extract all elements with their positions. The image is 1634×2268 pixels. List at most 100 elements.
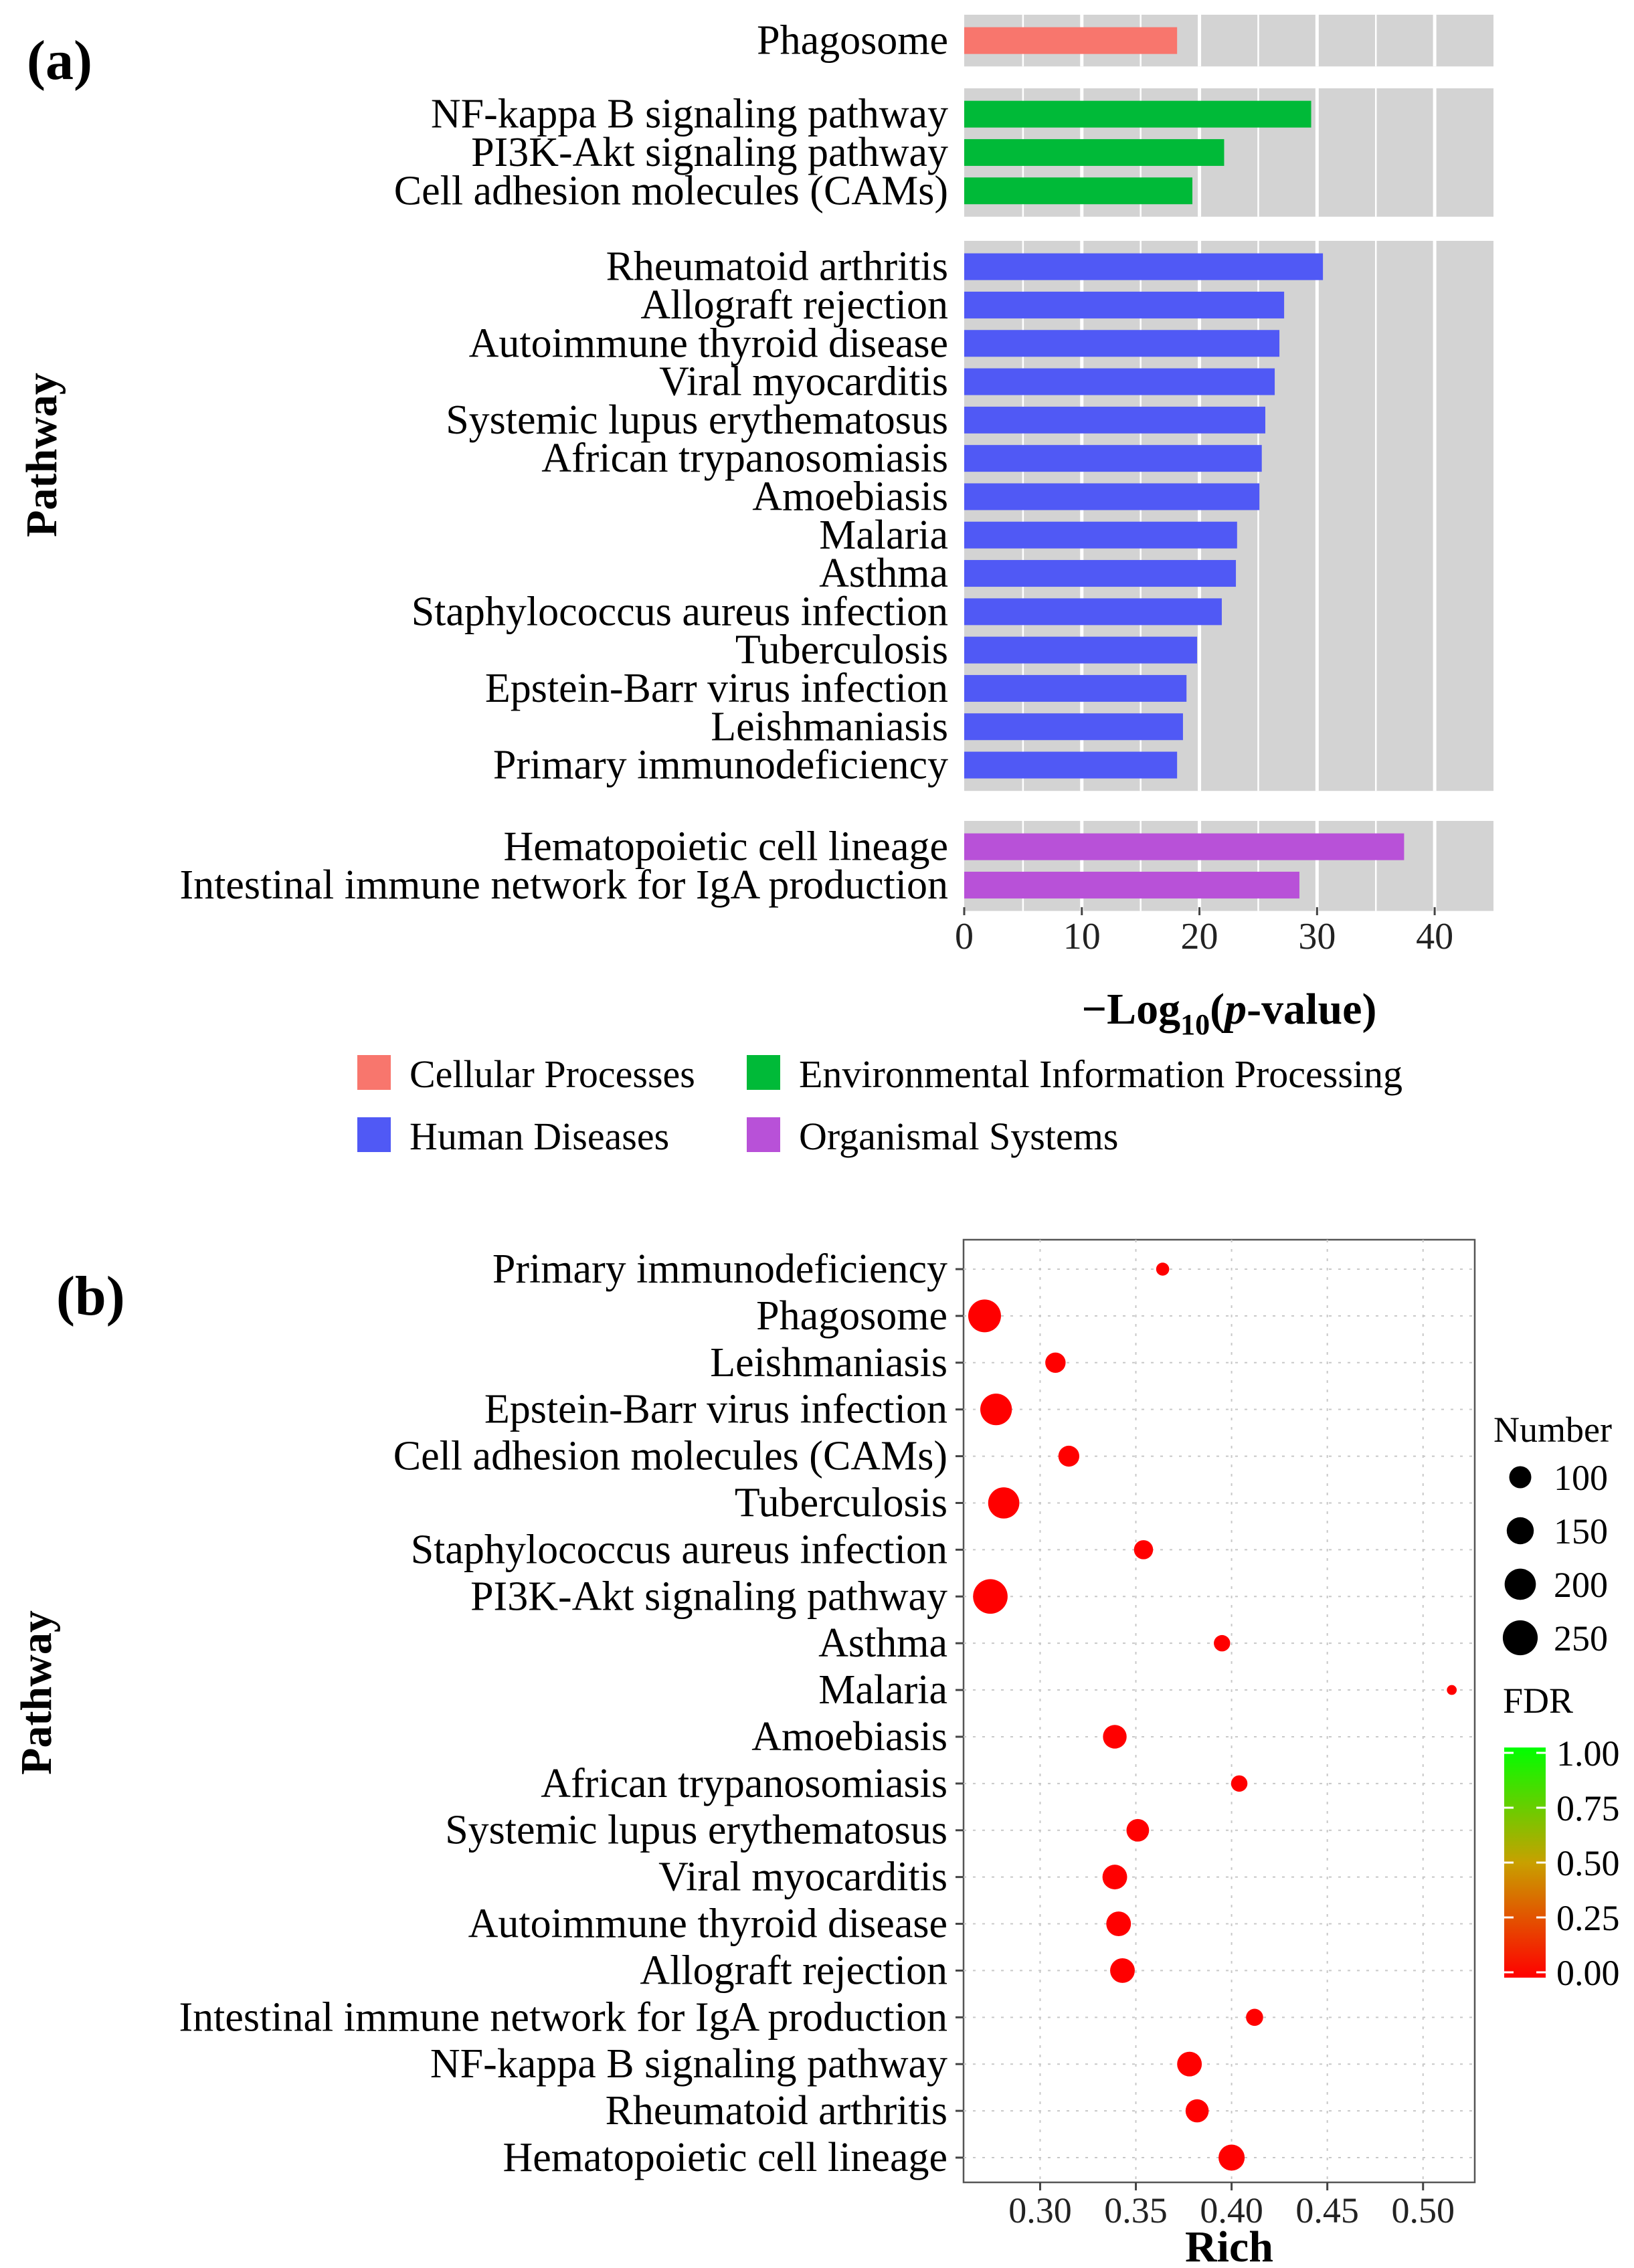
point-intestinal-immune-network-for-iga-production bbox=[1246, 2008, 1263, 2026]
plot-frame bbox=[962, 1238, 1476, 2184]
bar-systemic-lupus-erythematosus bbox=[964, 406, 1265, 434]
bar-epstein-barr-virus-infection bbox=[964, 674, 1187, 702]
x-tick-label: 0.50 bbox=[1391, 2190, 1455, 2231]
x-tick-label: 0.45 bbox=[1295, 2190, 1359, 2231]
pathway-label: African trypanosomiasis bbox=[541, 1761, 947, 1806]
pathway-label: Staphylococcus aureus infection bbox=[411, 1527, 947, 1572]
size-legend: Number 100 150 200 250 bbox=[1493, 1410, 1612, 1659]
pathway-label: NF-kappa B signaling pathway bbox=[431, 92, 948, 137]
x-axis-label-part: ( bbox=[1210, 985, 1224, 1034]
pathway-label: Cell adhesion molecules (CAMs) bbox=[393, 1434, 947, 1479]
legend-swatch bbox=[357, 1055, 391, 1090]
pathway-label: Tuberculosis bbox=[735, 1480, 947, 1525]
bar-cell-adhesion-molecules-cams bbox=[964, 177, 1193, 205]
bar-viral-myocarditis bbox=[964, 368, 1275, 395]
panel-b-dot-plot: (b) Primary immunodeficiencyPhagosomeLeis… bbox=[12, 1238, 1620, 2268]
pathway-label: Intestinal immune network for IgA produc… bbox=[180, 862, 948, 908]
bar-hematopoietic-cell-lineage bbox=[964, 833, 1404, 860]
legend-swatch bbox=[357, 1117, 391, 1152]
point-autoimmune-thyroid-disease bbox=[1106, 1911, 1131, 1936]
size-legend-dot bbox=[1502, 1620, 1538, 1656]
legend-label: Human Diseases bbox=[410, 1115, 669, 1158]
size-legend-label: 150 bbox=[1554, 1511, 1608, 1551]
point-tuberculosis bbox=[988, 1487, 1020, 1519]
bar-amoebiasis bbox=[964, 483, 1260, 510]
bar-tuberculosis bbox=[964, 636, 1198, 664]
point-african-trypanosomiasis bbox=[1231, 1775, 1248, 1792]
pathway-label: Malaria bbox=[819, 512, 948, 558]
point-asthma bbox=[1214, 1634, 1231, 1652]
bar-autoimmune-thyroid-disease bbox=[964, 330, 1280, 357]
point-phagosome bbox=[968, 1299, 1001, 1333]
point-systemic-lupus-erythematosus bbox=[1126, 1818, 1150, 1842]
size-legend-dot bbox=[1509, 1466, 1532, 1489]
size-legend-label: 100 bbox=[1554, 1458, 1608, 1498]
x-tick-label: 40 bbox=[1416, 916, 1453, 957]
pathway-label: Rheumatoid arthritis bbox=[606, 2088, 947, 2134]
bar-primary-immunodeficiency bbox=[964, 751, 1178, 779]
pathway-label: Cell adhesion molecules (CAMs) bbox=[394, 168, 948, 213]
facet-cellular-processes: Phagosome bbox=[757, 15, 1493, 67]
color-legend-label: 0.25 bbox=[1556, 1898, 1620, 1938]
x-axis-label-part: -value) bbox=[1247, 985, 1376, 1034]
pathway-label: Leishmaniasis bbox=[711, 704, 948, 749]
x-axis-label-part: −Log bbox=[1082, 985, 1181, 1034]
facet-background bbox=[964, 241, 1493, 791]
pathway-label: Allograft rejection bbox=[640, 1948, 947, 1993]
y-axis-label: Pathway bbox=[17, 373, 66, 537]
color-legend-title: FDR bbox=[1503, 1681, 1573, 1721]
x-axis-label: −Log10(p-value) bbox=[1082, 985, 1377, 1041]
pathway-label: Amoebiasis bbox=[752, 474, 948, 519]
x-tick-label: 0 bbox=[955, 916, 974, 957]
point-viral-myocarditis bbox=[1102, 1865, 1127, 1890]
point-primary-immunodeficiency bbox=[1156, 1262, 1170, 1276]
pathway-label: PI3K-Akt signaling pathway bbox=[471, 130, 948, 175]
color-legend-label: 0.75 bbox=[1556, 1788, 1620, 1828]
pathway-label: Leishmaniasis bbox=[710, 1340, 947, 1386]
point-leishmaniasis bbox=[1045, 1352, 1066, 1374]
point-malaria bbox=[1447, 1685, 1457, 1695]
point-amoebiasis bbox=[1103, 1725, 1127, 1749]
pathway-label: Tuberculosis bbox=[735, 628, 948, 673]
pathway-label: Systemic lupus erythematosus bbox=[446, 397, 948, 443]
point-pi3k-akt-signaling-pathway bbox=[973, 1579, 1008, 1614]
pathway-label: Epstein-Barr virus infection bbox=[485, 666, 948, 711]
pathway-label: Asthma bbox=[819, 551, 948, 596]
x-tick-label: 0.30 bbox=[1008, 2190, 1072, 2231]
panel-a-label: (a) bbox=[27, 29, 92, 92]
pathway-label: NF-kappa B signaling pathway bbox=[430, 2041, 947, 2087]
size-legend-title: Number bbox=[1493, 1410, 1612, 1450]
bar-nf-kappa-b-signaling-pathway bbox=[964, 100, 1311, 128]
point-hematopoietic-cell-lineage bbox=[1218, 2144, 1245, 2171]
bar-allograft-rejection bbox=[964, 291, 1285, 318]
point-cell-adhesion-molecules-cams bbox=[1058, 1445, 1080, 1467]
bar-rheumatoid-arthritis bbox=[964, 253, 1324, 280]
pathway-label: Phagosome bbox=[757, 18, 948, 64]
panel-a-bar-chart: (a) Phagosome NF-kappa B signaling pathway… bbox=[17, 15, 1493, 1158]
pathway-label: Autoimmune thyroid disease bbox=[468, 1901, 947, 1947]
legend-swatch bbox=[747, 1055, 780, 1090]
point-nf-kappa-b-signaling-pathway bbox=[1177, 2051, 1202, 2077]
bar-intestinal-immune-network-for-iga-production bbox=[964, 871, 1299, 899]
legend-label: Cellular Processes bbox=[410, 1052, 695, 1096]
y-axis-label: Pathway bbox=[12, 1610, 61, 1775]
pathway-label: Systemic lupus erythematosus bbox=[445, 1808, 947, 1853]
pathway-label: Primary immunodeficiency bbox=[493, 743, 948, 788]
legend-item-environmental-information-processing: Environmental Information Processing bbox=[747, 1052, 1402, 1096]
pathway-label: Hematopoietic cell lineage bbox=[503, 2135, 947, 2180]
legend-item-human-diseases: Human Diseases bbox=[357, 1115, 669, 1158]
point-epstein-barr-virus-infection bbox=[980, 1394, 1012, 1426]
point-staphylococcus-aureus-infection bbox=[1133, 1540, 1154, 1560]
color-legend: FDR 1.00 0.75 0.50 0.25 0.00 bbox=[1503, 1681, 1620, 1993]
pathway-label: African trypanosomiasis bbox=[541, 436, 948, 481]
pathway-label: PI3K-Akt signaling pathway bbox=[470, 1574, 947, 1619]
x-tick-label: 30 bbox=[1298, 916, 1336, 957]
pathway-label: Phagosome bbox=[756, 1293, 947, 1339]
x-axis-label: Rich bbox=[1185, 2223, 1273, 2268]
size-legend-label: 250 bbox=[1554, 1618, 1608, 1659]
x-axis-label-subscript: 10 bbox=[1180, 1008, 1210, 1041]
pathway-label: Staphylococcus aureus infection bbox=[412, 589, 948, 634]
